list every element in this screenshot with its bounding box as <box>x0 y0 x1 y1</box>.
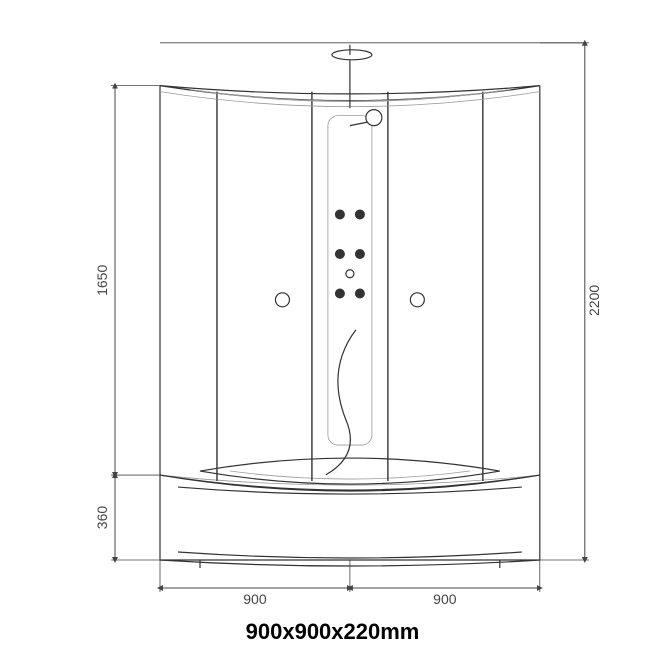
svg-text:900: 900 <box>243 591 267 607</box>
svg-text:1650: 1650 <box>94 265 110 296</box>
svg-text:2200: 2200 <box>586 285 602 316</box>
technical-drawing: 900 900 360 1650 2200 <box>0 0 665 665</box>
svg-text:360: 360 <box>94 506 110 530</box>
svg-text:900: 900 <box>433 591 457 607</box>
caption: 900x900x220mm <box>0 619 665 645</box>
